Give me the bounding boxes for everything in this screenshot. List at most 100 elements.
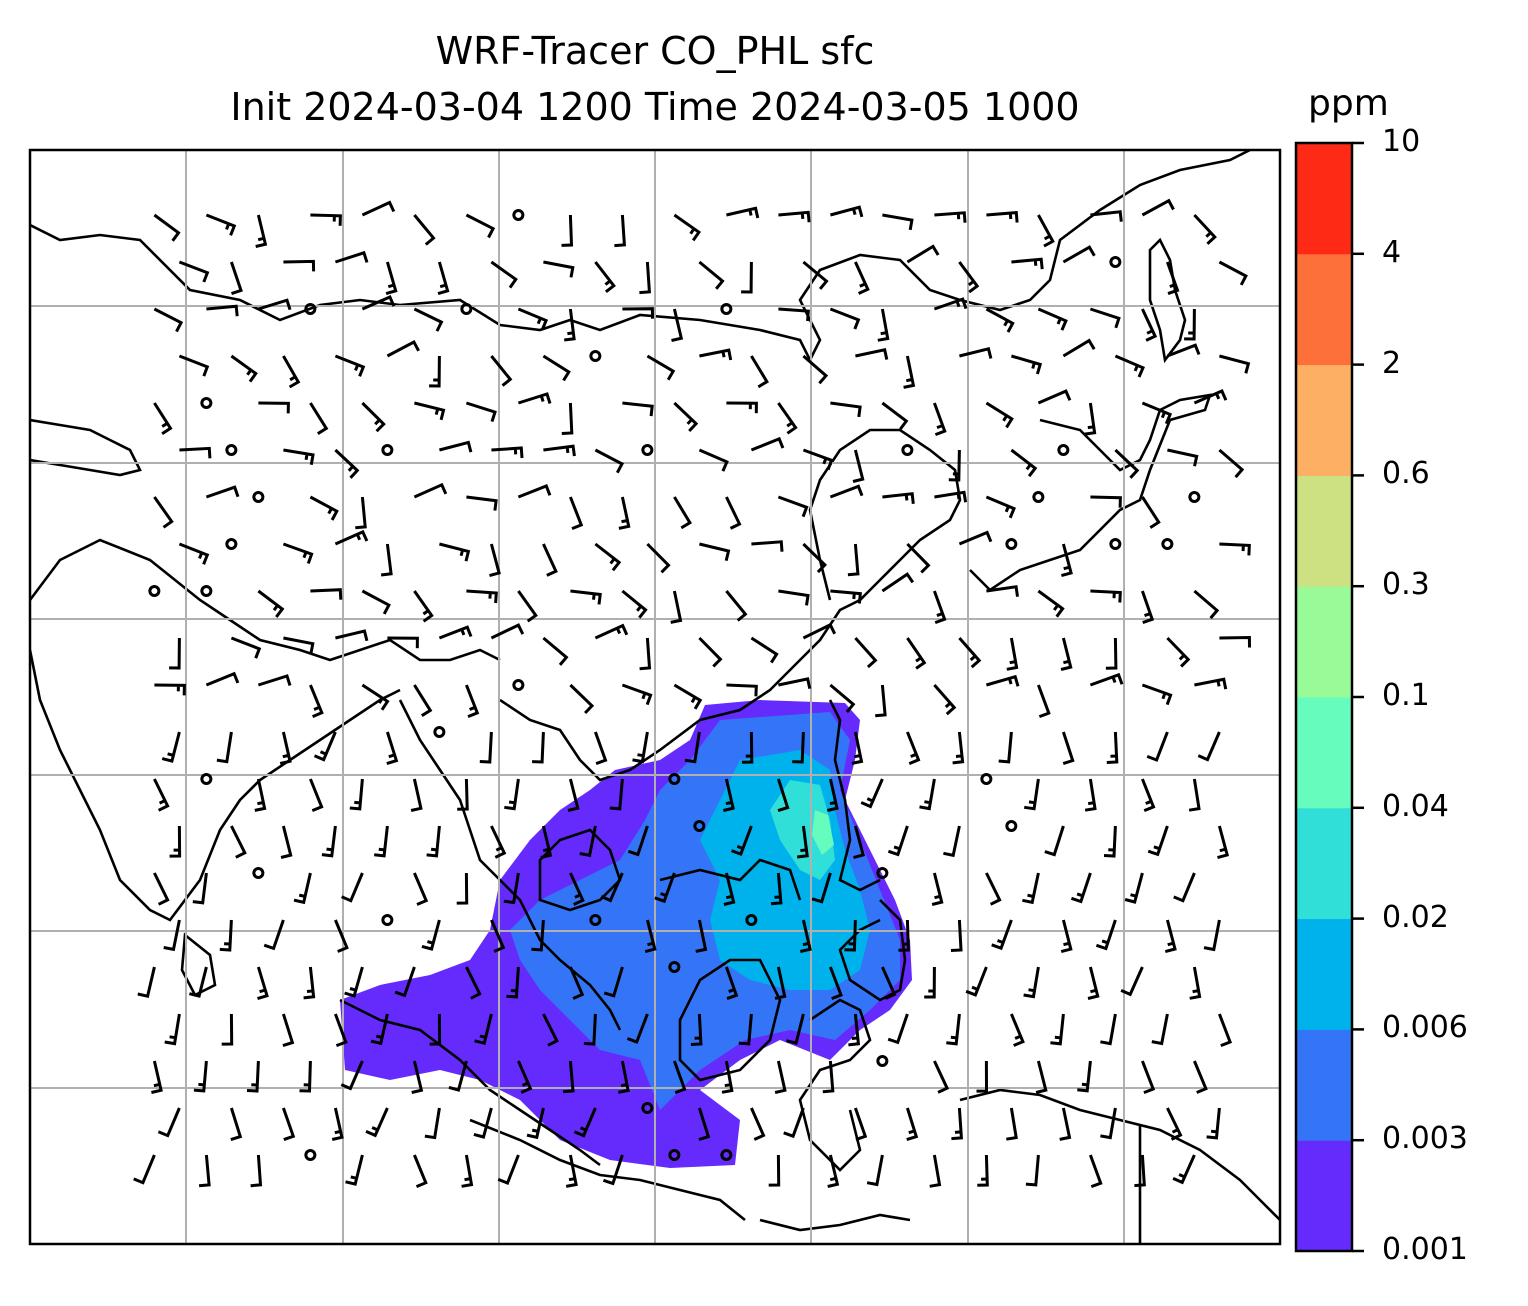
wind-barb — [466, 495, 498, 511]
wind-barb — [774, 966, 787, 1000]
wind-barb — [1141, 778, 1156, 812]
wind-barb — [151, 1060, 163, 1094]
wind-barb — [153, 307, 184, 333]
wind-barb — [411, 1060, 424, 1094]
wind-barb — [741, 731, 754, 764]
wind-barb — [303, 966, 316, 1000]
wind-barb — [1060, 637, 1073, 671]
wind-barb — [985, 674, 1020, 687]
wind-barb — [1036, 684, 1051, 719]
wind-barb — [169, 637, 181, 670]
wind-barb — [280, 825, 293, 859]
wind-barb — [639, 261, 651, 295]
colorbar-tick-label: 0.003 — [1382, 1121, 1468, 1157]
calm-wind-marker — [720, 303, 733, 315]
wind-barb — [778, 210, 811, 223]
wind-barb — [331, 1107, 344, 1141]
wind-barb — [770, 872, 783, 906]
wind-barb — [943, 825, 961, 858]
wind-barb — [1010, 448, 1038, 478]
wind-barb — [309, 495, 339, 521]
wind-barb — [933, 297, 968, 311]
wind-barb — [802, 542, 828, 574]
colorbar-segment — [1296, 143, 1352, 255]
wind-barb — [830, 401, 862, 418]
wind-barb — [614, 214, 626, 248]
wind-barb — [626, 1013, 649, 1044]
wind-barb — [991, 919, 1013, 951]
calm-wind-marker — [1109, 256, 1122, 268]
wind-barb — [931, 872, 944, 906]
wind-barb — [830, 589, 862, 604]
wind-barb — [723, 872, 736, 906]
wind-barb — [1100, 1013, 1117, 1046]
wind-barb — [414, 401, 446, 421]
wind-barb — [517, 307, 549, 331]
wind-barb — [906, 637, 927, 670]
calm-wind-marker — [200, 773, 213, 785]
wind-barb — [429, 1013, 442, 1046]
wind-barb — [848, 1013, 861, 1047]
wind-barb — [673, 401, 699, 433]
wind-barb — [1193, 389, 1228, 405]
wind-barb — [153, 778, 170, 812]
wind-barb — [778, 307, 810, 322]
wind-barb — [561, 402, 574, 435]
wind-barb — [1217, 1013, 1233, 1047]
wind-barb — [854, 261, 870, 295]
colorbar-segment — [1296, 364, 1352, 476]
wind-barb — [768, 1154, 781, 1187]
wind-barb — [255, 214, 268, 248]
wind-barb — [561, 214, 574, 247]
wind-barb — [479, 731, 493, 764]
wind-barb — [583, 1013, 597, 1046]
wind-barb — [258, 401, 290, 414]
wind-barb — [698, 448, 729, 472]
wind-barb — [490, 355, 513, 387]
wind-barb — [671, 308, 684, 342]
colorbar-tick-label: 0.6 — [1382, 456, 1430, 492]
wind-barb — [1025, 1154, 1040, 1187]
wind-barb — [526, 1107, 545, 1140]
wind-barb — [621, 683, 653, 706]
colorbar-segment — [1296, 807, 1352, 920]
wind-barb — [618, 496, 631, 530]
wind-barb — [490, 260, 518, 289]
wind-barb — [1022, 872, 1040, 905]
wind-barb — [334, 919, 349, 953]
wind-barb — [490, 623, 525, 640]
wind-barb — [1206, 1107, 1221, 1140]
wind-barb — [543, 444, 576, 457]
wind-barb — [1089, 307, 1121, 329]
wind-barb — [851, 731, 864, 765]
wind-barb — [340, 1060, 364, 1091]
wind-barb — [603, 966, 624, 998]
colorbar-segment — [1296, 1029, 1352, 1141]
wind-barb — [153, 872, 170, 906]
wind-barb — [394, 966, 416, 998]
wind-barb — [426, 825, 441, 858]
colorbar-segment — [1296, 253, 1352, 366]
wind-barb — [822, 1060, 835, 1094]
wind-barb — [1088, 1154, 1103, 1189]
wind-barb — [1084, 778, 1097, 812]
wind-barb — [725, 590, 748, 622]
calm-wind-marker — [252, 491, 265, 503]
wind-barb — [654, 872, 676, 904]
wind-barb — [386, 339, 420, 358]
wind-barb — [844, 919, 857, 952]
wind-barb — [457, 778, 469, 811]
wind-barb — [933, 1060, 950, 1094]
wind-barb — [600, 872, 624, 903]
wind-barb — [875, 684, 887, 718]
wind-barb — [959, 346, 993, 359]
wind-barb — [1106, 731, 1119, 764]
wind-barb — [313, 731, 337, 762]
calm-wind-marker — [745, 914, 758, 926]
wind-barb — [438, 625, 473, 640]
wind-barb — [672, 1060, 687, 1095]
wind-barb — [829, 484, 864, 499]
wind-barb — [299, 1060, 312, 1093]
wind-barbs — [133, 198, 1251, 1189]
